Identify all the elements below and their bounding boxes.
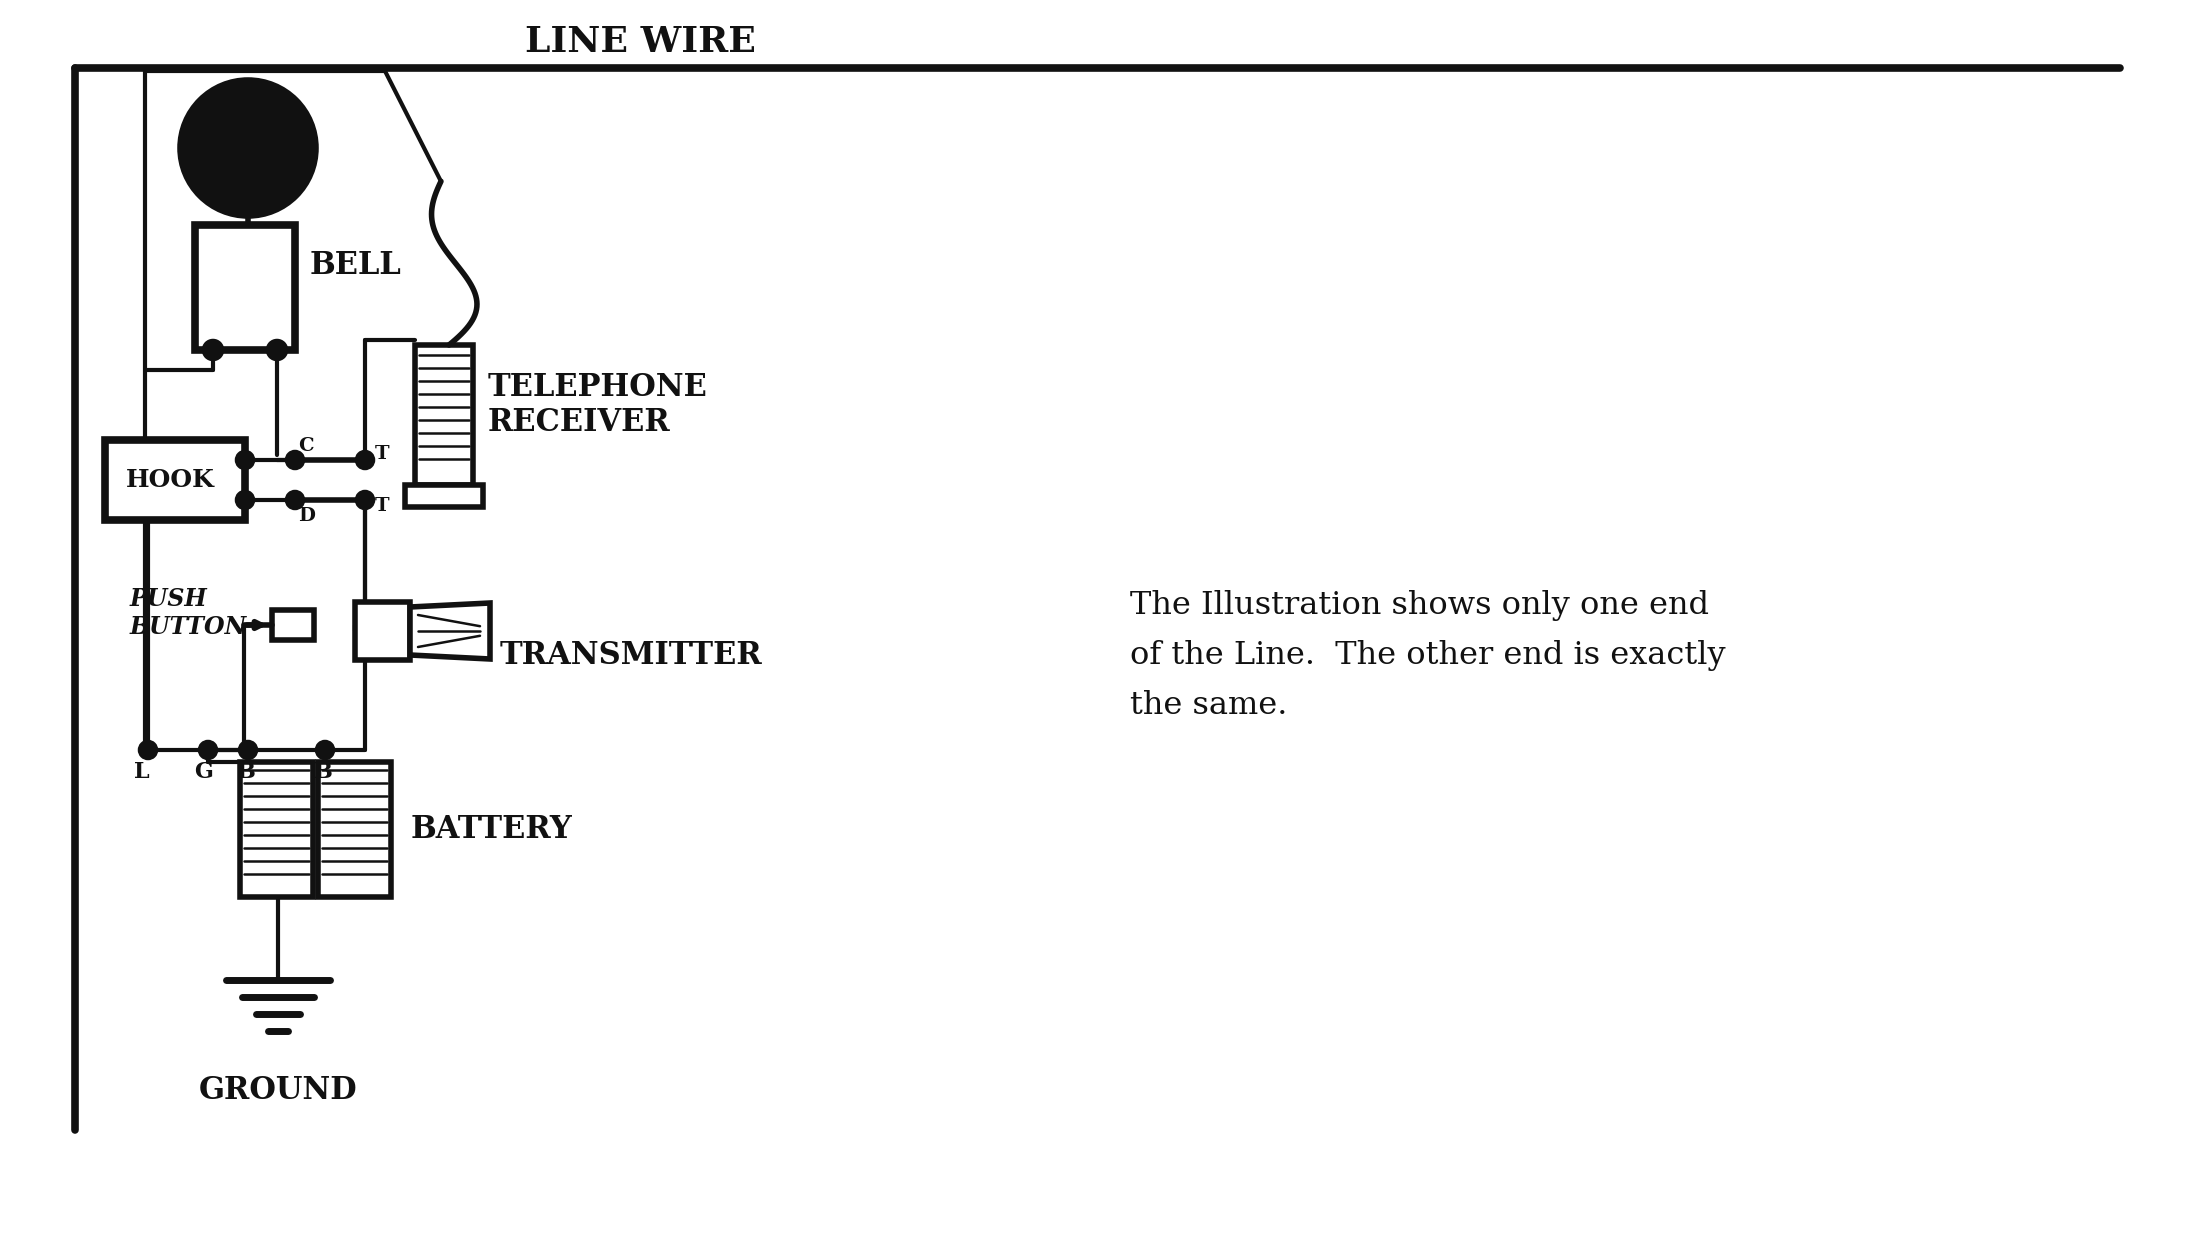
Circle shape	[287, 491, 304, 508]
Text: T: T	[374, 445, 390, 463]
Text: The Illustration shows only one end
of the Line.  The other end is exactly
the s: The Illustration shows only one end of t…	[1130, 590, 1726, 722]
Text: BATTERY: BATTERY	[412, 813, 574, 844]
Bar	[272, 610, 313, 640]
Text: BELL: BELL	[311, 249, 401, 280]
Polygon shape	[410, 603, 491, 659]
Text: HOOK: HOOK	[125, 468, 215, 492]
Circle shape	[239, 740, 256, 759]
Text: GROUND: GROUND	[199, 1075, 357, 1106]
Text: TRANSMITTER: TRANSMITTER	[499, 640, 762, 671]
Bar	[195, 225, 296, 350]
Bar	[241, 763, 313, 897]
Circle shape	[226, 197, 241, 213]
Text: T: T	[374, 497, 390, 515]
Circle shape	[237, 491, 254, 508]
Circle shape	[315, 740, 335, 759]
Circle shape	[204, 341, 223, 360]
Bar	[105, 441, 245, 520]
Text: L: L	[134, 761, 149, 784]
Circle shape	[357, 491, 374, 508]
Text: PUSH
BUTTON: PUSH BUTTON	[129, 587, 247, 639]
Circle shape	[199, 740, 217, 759]
Bar	[318, 763, 392, 897]
Text: LINE WIRE: LINE WIRE	[526, 25, 756, 59]
Bar	[355, 602, 410, 660]
Bar	[405, 485, 484, 507]
Text: D: D	[298, 507, 315, 524]
Circle shape	[357, 450, 374, 469]
Circle shape	[237, 450, 254, 469]
Circle shape	[267, 341, 287, 360]
Circle shape	[180, 80, 315, 216]
Text: TELEPHONE
RECEIVER: TELEPHONE RECEIVER	[488, 371, 707, 438]
Text: C: C	[298, 437, 313, 455]
Circle shape	[287, 450, 304, 469]
Text: G: G	[195, 761, 212, 784]
Bar	[414, 346, 473, 485]
Circle shape	[138, 740, 158, 759]
Text: B: B	[313, 761, 333, 784]
Text: B: B	[237, 761, 256, 784]
